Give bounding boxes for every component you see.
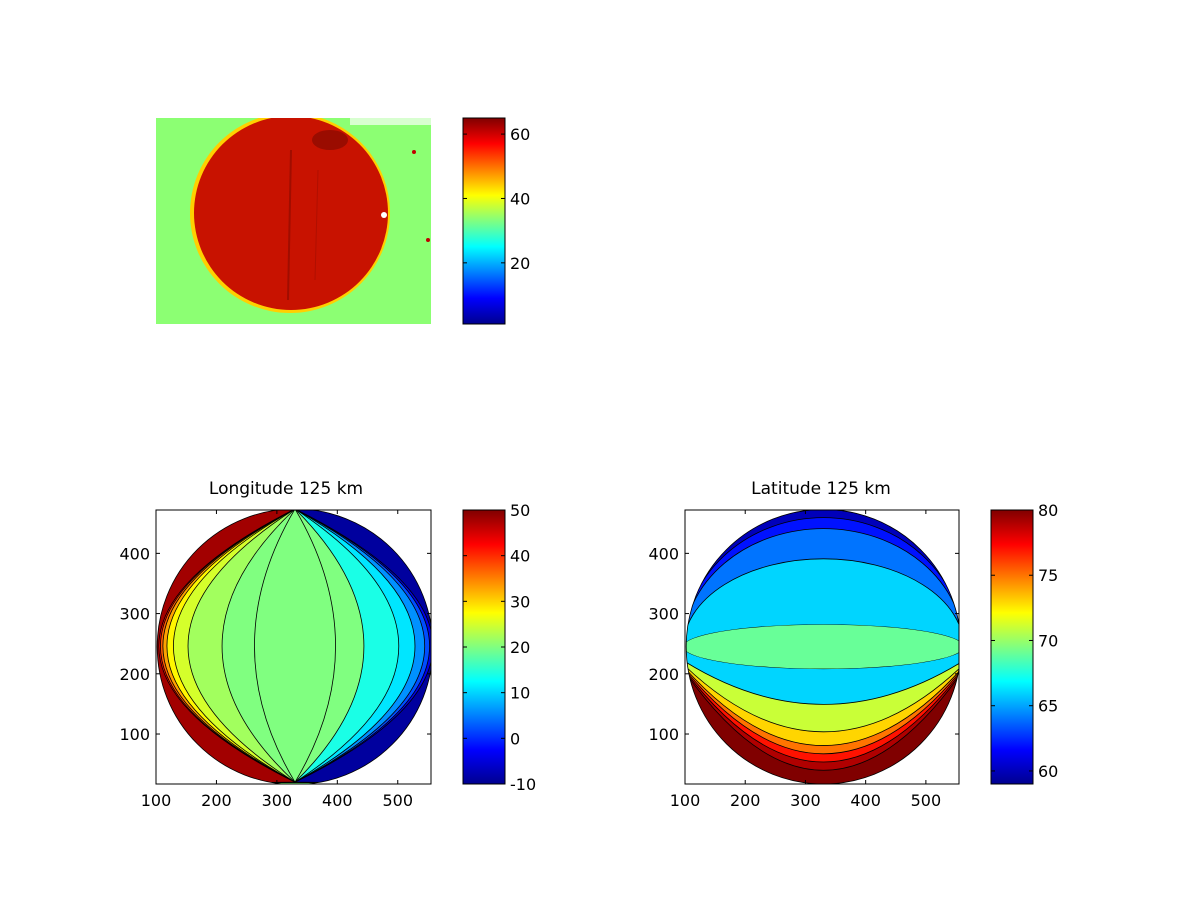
image-stamp (350, 118, 431, 125)
colorbar-tick-label: -10 (510, 775, 536, 794)
y-tick-label: 300 (648, 605, 679, 624)
colorbar-tick-label: 75 (1038, 566, 1058, 585)
y-tick-label: 400 (648, 544, 679, 563)
colorbar-tick-label: 65 (1038, 697, 1058, 716)
x-tick-label: 200 (201, 791, 232, 810)
colorbar-tick-label: 70 (1038, 631, 1058, 650)
colorbar-longitude: -10 0 10 20 30 40 50 (462, 501, 536, 794)
colorbar-tick-label: 60 (510, 125, 530, 144)
colorbar-tick-label: 20 (510, 638, 530, 657)
contour-band (685, 671, 959, 784)
image-disk (194, 118, 388, 310)
image-panel (156, 118, 431, 324)
image-speck (426, 238, 430, 242)
chart-title: Longitude 125 km (209, 479, 363, 499)
chart-title: Latitude 125 km (751, 479, 891, 499)
image-streak (287, 149, 292, 301)
colorbar-tick-label: 0 (510, 729, 520, 748)
x-tick-label: 200 (730, 791, 761, 810)
x-tick-label: 300 (262, 791, 293, 810)
x-tick-label: 300 (790, 791, 821, 810)
colorbar-bar (462, 117, 506, 325)
colorbar-tick-label: 80 (1038, 501, 1058, 520)
y-tick-label: 200 (648, 665, 679, 684)
colorbar-tick-label: 40 (510, 547, 530, 566)
x-tick-label: 400 (322, 791, 353, 810)
colorbar-bar (462, 509, 506, 785)
colorbar-tick-label: 60 (1038, 762, 1058, 781)
colorbar-tick-label: 40 (510, 189, 530, 208)
y-tick-label: 100 (119, 725, 150, 744)
y-tick-label: 200 (119, 665, 150, 684)
contour-band (156, 510, 296, 784)
disk-outline (156, 510, 431, 784)
axes-frame (684, 509, 960, 785)
colorbar-latitude: 60 65 70 75 80 (990, 501, 1058, 785)
y-tick-label: 300 (119, 605, 150, 624)
colorbar-tick-label: 50 (510, 501, 530, 520)
colorbar-bar (990, 509, 1034, 785)
x-tick-label: 500 (382, 791, 413, 810)
y-tick-label: 400 (119, 544, 150, 563)
x-tick-label: 100 (141, 791, 172, 810)
latitude-contours (685, 510, 959, 784)
image-streak (314, 169, 319, 281)
latitude-plot: 100 200 300 400 500 100 200 300 400 (648, 509, 960, 810)
longitude-contours (156, 510, 431, 784)
colorbar-tick-label: 20 (510, 254, 530, 273)
axis-ticks: 100 200 300 400 500 100 200 300 400 (648, 510, 959, 810)
disk-mask (156, 510, 431, 784)
x-tick-label: 400 (850, 791, 881, 810)
image-speck (412, 150, 416, 154)
colorbar-tick-label: 10 (510, 684, 530, 703)
image-speck (381, 212, 387, 218)
image-dark-spot (312, 130, 348, 150)
contour-band (685, 624, 959, 669)
colorbar-tick-label: 30 (510, 592, 530, 611)
colorbar-image: 20 40 60 (462, 117, 530, 325)
axis-ticks: 100 200 300 400 500 100 200 300 400 (119, 510, 431, 810)
x-tick-label: 500 (911, 791, 942, 810)
disk-mask (685, 510, 959, 784)
x-tick-label: 100 (670, 791, 701, 810)
axes-frame (155, 509, 432, 785)
y-tick-label: 100 (648, 725, 679, 744)
disk-outline (685, 510, 959, 784)
longitude-plot: 100 200 300 400 500 100 200 300 400 (119, 509, 432, 810)
